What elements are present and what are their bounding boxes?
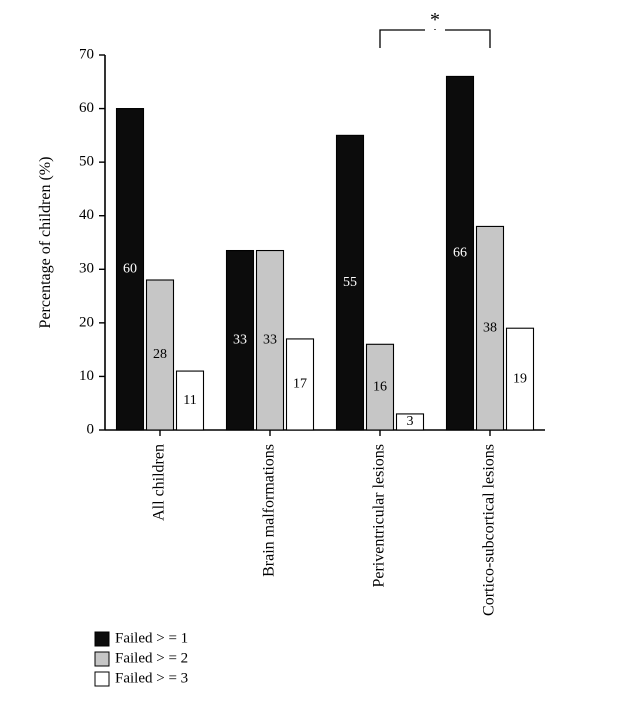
bar-value-label: 33 bbox=[233, 332, 247, 347]
bar-value-label: 66 bbox=[453, 245, 467, 260]
legend-swatch bbox=[95, 652, 109, 666]
y-axis-label: Percentage of children (%) bbox=[37, 157, 54, 329]
legend-swatch bbox=[95, 672, 109, 686]
x-category-label: Periventricular lesions bbox=[371, 444, 388, 588]
bar-value-label: 33 bbox=[263, 332, 277, 347]
bar-value-label: 38 bbox=[483, 320, 497, 335]
legend-label: Failed > = 1 bbox=[115, 630, 188, 646]
bar-value-label: 19 bbox=[513, 371, 527, 386]
x-category-label: All children bbox=[151, 444, 168, 521]
y-tick-label: 50 bbox=[79, 154, 94, 170]
bar-chart: 0 10 20 30 40 50 60 70 Percentage of children (%… bbox=[0, 0, 626, 712]
bar-value-label: 16 bbox=[373, 379, 387, 394]
bar-value-label: 17 bbox=[293, 377, 307, 392]
bar-value-label: 28 bbox=[153, 347, 167, 362]
y-tick-label: 20 bbox=[79, 314, 94, 330]
bar-value-label: 3 bbox=[407, 414, 414, 429]
bar-value-label: 60 bbox=[123, 262, 137, 277]
bar-value-label: 11 bbox=[183, 393, 196, 408]
significance-star: * bbox=[430, 9, 440, 31]
y-tick-label: 40 bbox=[79, 207, 94, 223]
legend-label: Failed > = 3 bbox=[115, 670, 188, 686]
y-tick-label: 60 bbox=[79, 100, 94, 116]
significance-bracket bbox=[445, 30, 490, 48]
y-tick-label: 10 bbox=[79, 368, 94, 384]
legend-label: Failed > = 2 bbox=[115, 650, 188, 666]
significance-bracket bbox=[380, 30, 425, 48]
x-category-label: Brain malformations bbox=[261, 444, 278, 577]
y-tick-label: 70 bbox=[79, 46, 94, 62]
bar-value-label: 55 bbox=[343, 275, 357, 290]
x-category-label: Cortico-subcortical lesions bbox=[481, 444, 498, 616]
y-tick-label: 0 bbox=[87, 421, 95, 437]
legend-swatch bbox=[95, 632, 109, 646]
y-tick-label: 30 bbox=[79, 261, 94, 277]
